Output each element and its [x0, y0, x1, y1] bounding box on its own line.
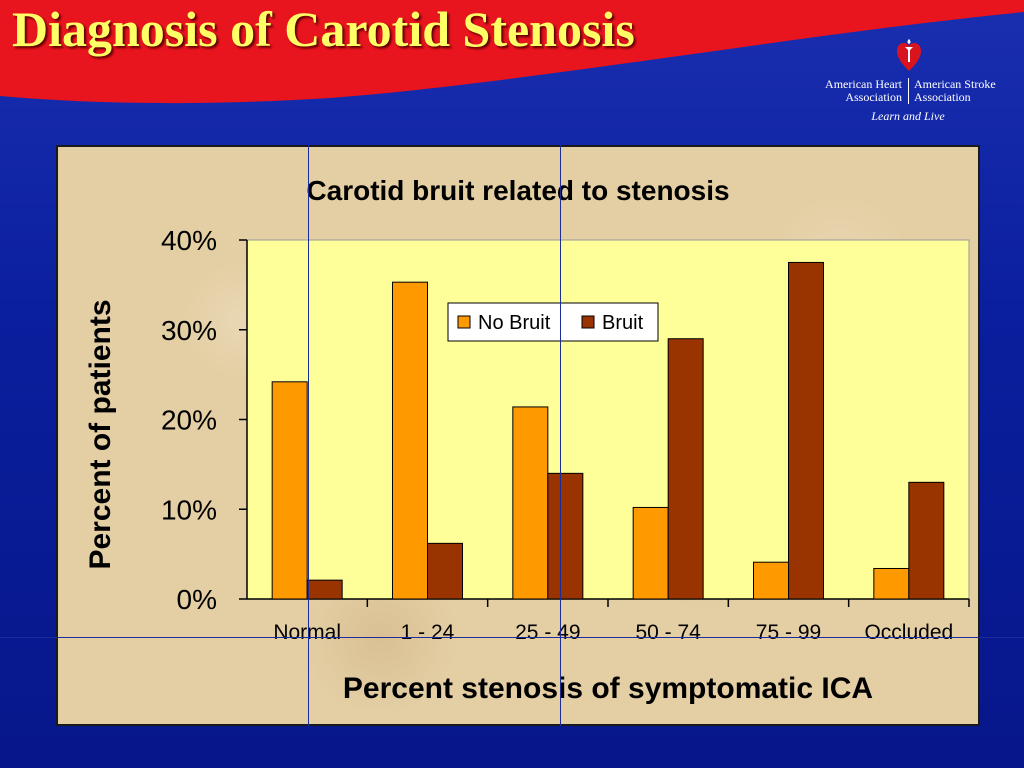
- bar-bruit: [306, 579, 343, 600]
- title-banner: [0, 0, 1024, 104]
- logo-tagline: Learn and Live: [871, 109, 945, 123]
- x-axis-title: Percent stenosis of symptomatic ICA: [343, 672, 873, 705]
- bar-no-bruit: [873, 567, 910, 600]
- chart-panel: Carotid bruit related to stenosis 0% 10% 20…: [56, 145, 980, 726]
- y-tick-label: 40%: [161, 225, 217, 256]
- x-tick-label: 75 - 99: [756, 621, 821, 644]
- bar-no-bruit: [632, 506, 669, 600]
- plot-area: [246, 239, 970, 600]
- guide-line-horizontal: [0, 637, 1024, 638]
- y-tick-label: 10%: [161, 494, 217, 525]
- legend-label: No Bruit: [478, 312, 551, 334]
- guide-line-vertical-right: [560, 145, 561, 726]
- bar-bruit: [427, 542, 463, 600]
- aha-name: American Heart Association: [825, 77, 902, 104]
- legend-label: Bruit: [602, 312, 644, 334]
- slide-title: Diagnosis of Carotid Stenosis: [12, 1, 635, 57]
- bar-bruit: [788, 261, 824, 600]
- legend-swatch: [581, 315, 595, 329]
- y-tick-label: 0%: [177, 584, 217, 615]
- logo-divider: [908, 78, 909, 104]
- legend-box: [447, 302, 659, 342]
- bar-bruit: [547, 472, 584, 600]
- legend-swatch: [457, 315, 471, 329]
- bar-no-bruit: [753, 561, 789, 600]
- bar-bruit: [908, 481, 945, 600]
- guide-line-vertical-left: [308, 145, 309, 726]
- bar-no-bruit: [392, 281, 428, 600]
- x-tick-label: Occluded: [864, 621, 953, 644]
- x-tick-label: Normal: [273, 621, 341, 644]
- chart-title: Carotid bruit related to stenosis: [306, 175, 729, 206]
- asa-name: American Stroke Association: [914, 77, 996, 104]
- y-tick-label: 30%: [161, 315, 217, 346]
- aha-asa-logo: American Heart Association American Stro…: [808, 38, 1018, 128]
- y-tick-label: 20%: [161, 405, 217, 436]
- bar-no-bruit: [271, 381, 308, 600]
- bar-bruit: [667, 338, 704, 600]
- x-tick-label: 50 - 74: [635, 621, 701, 644]
- bar-no-bruit: [512, 406, 549, 600]
- x-tick-label: 25 - 49: [515, 621, 580, 644]
- bar-chart: Carotid bruit related to stenosis 0% 10% 20…: [84, 175, 970, 705]
- x-tick-label: 1 - 24: [401, 621, 455, 644]
- heart-torch-icon: [897, 39, 921, 71]
- y-axis-title: Percent of patients: [84, 299, 117, 569]
